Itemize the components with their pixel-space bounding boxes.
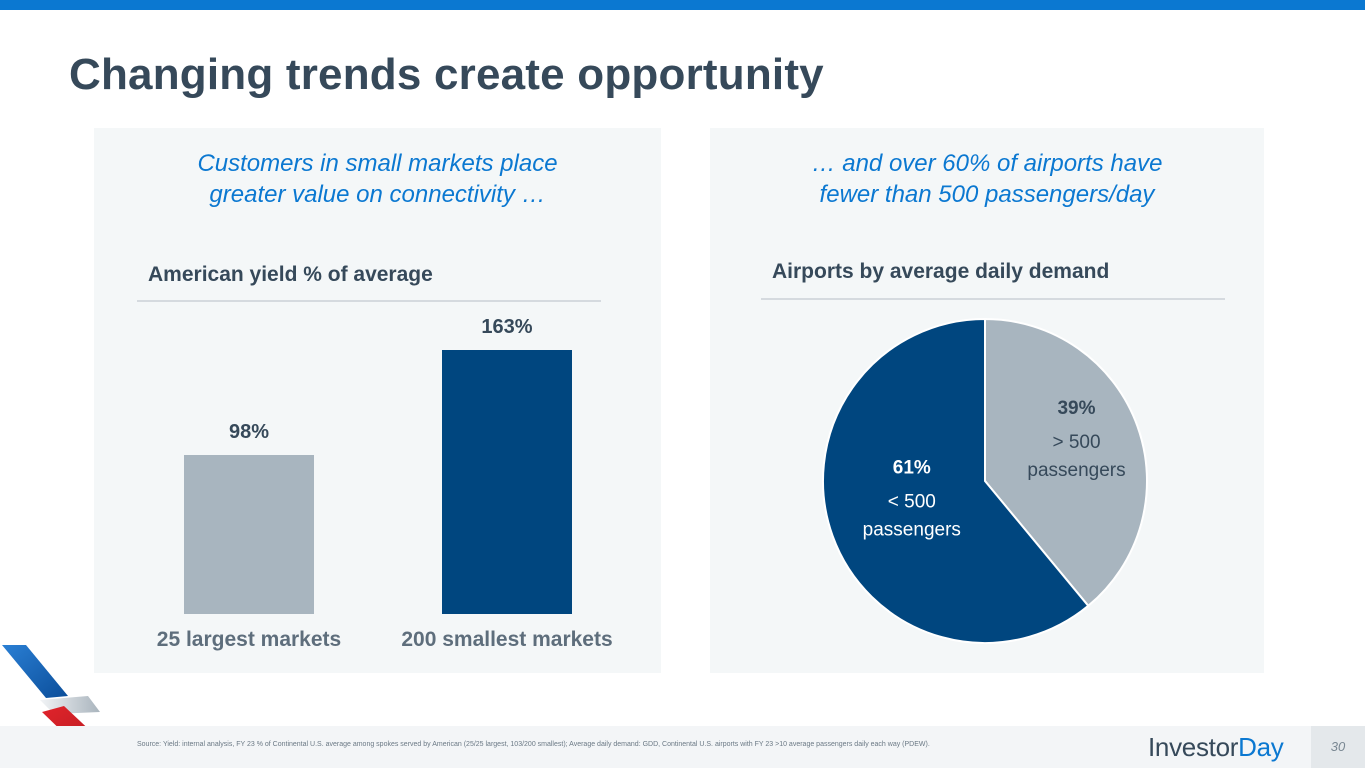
left-subtitle-line2: greater value on connectivity … bbox=[209, 181, 546, 208]
page-number-box: 30 bbox=[1311, 726, 1365, 768]
brand-word-investor: Investor bbox=[1148, 732, 1239, 762]
source-footnote: Source: Yield: internal analysis, FY 23 … bbox=[137, 741, 930, 748]
bar-value-label-200-smallest: 163% bbox=[481, 316, 533, 338]
pie-slice-under-500 bbox=[822, 317, 1090, 644]
left-subtitle-line1: Customers in small markets place bbox=[197, 150, 558, 177]
investor-day-brand: InvestorDay bbox=[1148, 732, 1284, 763]
bar-category-25-largest: 25 largest markets bbox=[156, 628, 342, 651]
pie-slice-over-500 bbox=[984, 317, 1148, 608]
logo-blue-stripe bbox=[2, 645, 68, 698]
left-panel: Customers in small markets place greater… bbox=[94, 128, 661, 673]
right-subtitle: … and over 60% of airports have fewer th… bbox=[710, 148, 1264, 210]
pie-chart-title: Airports by average daily demand bbox=[772, 260, 1110, 283]
pie-label-under-500-line1: < 500 bbox=[888, 491, 936, 512]
bar-chart-title: American yield % of average bbox=[148, 263, 433, 286]
bar-25-largest-markets bbox=[184, 455, 314, 614]
pie-label-over-500-line2: passengers bbox=[1027, 460, 1125, 481]
right-panel: … and over 60% of airports have fewer th… bbox=[710, 128, 1264, 673]
footer-bar: Source: Yield: internal analysis, FY 23 … bbox=[0, 726, 1365, 768]
left-subtitle: Customers in small markets place greater… bbox=[94, 148, 661, 210]
bar-200-smallest-markets bbox=[442, 350, 572, 614]
pie-label-under-500-line2: passengers bbox=[863, 519, 961, 540]
slide-title: Changing trends create opportunity bbox=[69, 50, 824, 99]
pie-label-over-500-line1: > 500 bbox=[1052, 432, 1100, 453]
bar-category-200-smallest: 200 smallest markets bbox=[401, 628, 613, 651]
top-accent-bar bbox=[0, 0, 1365, 10]
pie-chart-rule bbox=[761, 298, 1225, 300]
page-number: 30 bbox=[1330, 739, 1346, 754]
brand-word-day: Day bbox=[1238, 732, 1284, 762]
right-subtitle-line2: fewer than 500 passengers/day bbox=[819, 181, 1155, 208]
bar-value-label-25-largest: 98% bbox=[228, 421, 270, 444]
pie-pct-label-over-500: 39% bbox=[1057, 398, 1095, 419]
pie-chart: 39% > 500 passengers 61% < 500 passenger… bbox=[822, 317, 1148, 644]
bar-chart-rule bbox=[137, 300, 601, 302]
right-subtitle-line1: … and over 60% of airports have bbox=[811, 150, 1163, 177]
pie-pct-label-under-500: 61% bbox=[893, 457, 931, 478]
